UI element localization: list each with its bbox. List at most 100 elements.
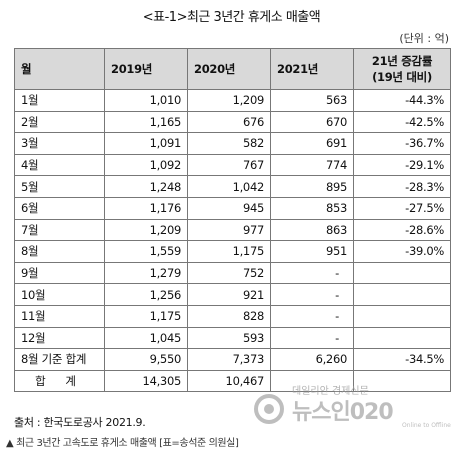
table-row: 7월 1,209 977 863 -28.6% — [14, 218, 451, 242]
cell-change: -28.3% — [353, 175, 451, 198]
cell-2020: 752 — [187, 261, 271, 285]
source-note: 출처 : 한국도로공사 2021.9. — [14, 416, 146, 429]
row-label: 5월 — [14, 175, 105, 198]
row-label: 9월 — [14, 261, 105, 285]
cell-2019: 1,091 — [104, 132, 188, 155]
table-row: 12월 1,045 593- — [14, 326, 451, 350]
row-label: 6월 — [14, 196, 105, 220]
cell-change: -39.0% — [353, 240, 451, 263]
cell-change: -42.5% — [353, 110, 451, 134]
cell-2019: 1,256 — [104, 283, 188, 306]
subtotal-row: 8월 기준 합계 9,550 7,373 6,260 -34.5% — [14, 348, 451, 371]
row-label: 8월 — [14, 240, 105, 263]
unit-label: (단위 : 억) — [399, 32, 449, 45]
cell-change: -36.7% — [353, 132, 451, 155]
table-row: 5월 1,248 1,042 895 -28.3% — [14, 175, 451, 198]
cell-2019: 1,175 — [104, 304, 188, 328]
cell-2019: 1,092 — [104, 153, 188, 177]
cell-2021: 670 — [270, 110, 354, 134]
row-label: 1월 — [14, 89, 105, 112]
table-row: 11월 1,175 828- — [14, 304, 451, 328]
cell-change — [353, 326, 451, 350]
cell-2019: 1,165 — [104, 110, 188, 134]
cell-2020: 977 — [187, 218, 271, 242]
cell-2019: 14,305 — [104, 369, 188, 393]
cell-2019: 1,045 — [104, 326, 188, 350]
cell-2021: 6,260 — [270, 348, 354, 371]
cell-2021: - — [270, 304, 354, 328]
cell-2021: - — [270, 283, 354, 306]
cell-2020: 582 — [187, 132, 271, 155]
cell-2020: 593 — [187, 326, 271, 350]
table-title: <표-1>최근 3년간 휴게소 매출액 — [142, 10, 321, 25]
header-change-line2: (19년 대비) — [372, 70, 432, 84]
cell-2020: 921 — [187, 283, 271, 306]
row-label: 12월 — [14, 326, 105, 350]
header-2021: 2021년 — [270, 48, 354, 90]
watermark-logo-icon — [254, 394, 284, 424]
cell-2019: 1,559 — [104, 240, 188, 263]
photo-caption: ▲ 최근 3년간 고속도로 휴게소 매출액 [표=송석준 의원실] — [6, 438, 239, 449]
row-label: 8월 기준 합계 — [14, 348, 105, 371]
cell-2020: 828 — [187, 304, 271, 328]
cell-2019: 1,279 — [104, 261, 188, 285]
header-change: 21년 증감률 (19년 대비) — [353, 48, 451, 90]
cell-change — [353, 261, 451, 285]
table-row: 3월 1,091 582 691 -36.7% — [14, 132, 451, 155]
cell-change — [353, 283, 451, 306]
sales-table: 월 2019년 2020년 2021년 21년 증감률 (19년 대비) 1월 1… — [14, 48, 451, 393]
header-month: 월 — [14, 48, 105, 90]
table-row: 8월 1,559 1,175 951 -39.0% — [14, 240, 451, 263]
cell-change: -34.5% — [353, 348, 451, 371]
row-label: 11월 — [14, 304, 105, 328]
row-label: 7월 — [14, 218, 105, 242]
cell-2021: - — [270, 326, 354, 350]
cell-2019: 1,209 — [104, 218, 188, 242]
cell-2021: 774 — [270, 153, 354, 177]
row-label: 2월 — [14, 110, 105, 134]
cell-2019: 1,176 — [104, 196, 188, 220]
watermark-brand: 뉴스인020 — [292, 400, 394, 425]
cell-2020: 10,467 — [187, 369, 271, 393]
cell-2019: 1,010 — [104, 89, 188, 112]
cell-change: -44.3% — [353, 89, 451, 112]
cell-2021: 895 — [270, 175, 354, 198]
watermark-tagline: Online to Offline — [402, 422, 451, 429]
cell-2019: 1,248 — [104, 175, 188, 198]
table-row: 2월 1,165 676 670 -42.5% — [14, 110, 451, 134]
cell-2020: 767 — [187, 153, 271, 177]
header-2019: 2019년 — [104, 48, 188, 90]
header-2020: 2020년 — [187, 48, 271, 90]
row-label: 3월 — [14, 132, 105, 155]
table-row: 10월 1,256 921- — [14, 283, 451, 306]
header-row: 월 2019년 2020년 2021년 21년 증감률 (19년 대비) — [14, 48, 451, 90]
cell-2021: - — [270, 261, 354, 285]
cell-2020: 1,175 — [187, 240, 271, 263]
table-row: 1월 1,010 1,209 563 -44.3% — [14, 89, 451, 112]
cell-2021: 853 — [270, 196, 354, 220]
total-row: 합 계 14,305 10,467 — [14, 369, 451, 393]
cell-2021: 691 — [270, 132, 354, 155]
table-row: 4월 1,092 767 774 -29.1% — [14, 153, 451, 177]
cell-change: -29.1% — [353, 153, 451, 177]
cell-change: -28.6% — [353, 218, 451, 242]
cell-2020: 1,042 — [187, 175, 271, 198]
cell-2021 — [270, 369, 354, 393]
cell-2021: 563 — [270, 89, 354, 112]
cell-change — [353, 304, 451, 328]
cell-2020: 1,209 — [187, 89, 271, 112]
row-label: 4월 — [14, 153, 105, 177]
row-label: 10월 — [14, 283, 105, 306]
cell-2021: 951 — [270, 240, 354, 263]
table-row: 6월 1,176 945 853 -27.5% — [14, 196, 451, 220]
cell-2020: 945 — [187, 196, 271, 220]
cell-2019: 9,550 — [104, 348, 188, 371]
cell-2020: 7,373 — [187, 348, 271, 371]
cell-2021: 863 — [270, 218, 354, 242]
table-row: 9월 1,279 752- — [14, 261, 451, 285]
cell-2020: 676 — [187, 110, 271, 134]
header-change-line1: 21년 증감률 — [371, 54, 433, 68]
row-label: 합 계 — [14, 369, 105, 393]
cell-change — [353, 369, 451, 393]
cell-change: -27.5% — [353, 196, 451, 220]
